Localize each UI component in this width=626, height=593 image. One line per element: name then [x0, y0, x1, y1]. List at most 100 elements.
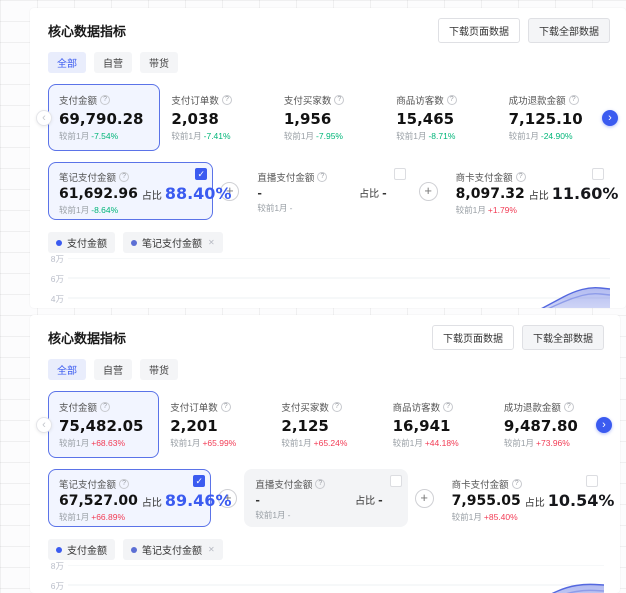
- legend-item-pay-amount[interactable]: 支付金额: [48, 232, 115, 253]
- compare-label: 较前1月: [396, 131, 427, 141]
- legend-item-note-pay-amount[interactable]: 笔记支付金额: [123, 539, 223, 560]
- panel-header: 核心数据指标 下载页面数据 下载全部数据: [48, 18, 610, 43]
- sub-metric-value: -: [257, 186, 262, 200]
- add-metric-button[interactable]: [220, 181, 240, 201]
- tab-affiliate[interactable]: 带货: [140, 359, 178, 380]
- download-all-data-button[interactable]: 下载全部数据: [528, 18, 610, 43]
- info-icon[interactable]: [443, 402, 454, 412]
- legend-label: 支付金额: [67, 239, 107, 250]
- info-icon[interactable]: [446, 95, 457, 105]
- sub-metric-label: 笔记支付金额: [59, 480, 117, 491]
- change-value: -7.95%: [316, 131, 343, 141]
- info-icon[interactable]: [317, 172, 328, 182]
- info-icon[interactable]: [563, 402, 574, 412]
- sub-metric-value: 8,097.32: [455, 186, 525, 202]
- carousel-prev-button[interactable]: [36, 109, 52, 126]
- metric-card-pay-buyers[interactable]: 支付买家数 1,956 较前1月-7.95%: [273, 84, 385, 151]
- y-axis: 8万6万4万2万0: [48, 561, 68, 593]
- info-icon[interactable]: [221, 95, 232, 105]
- info-icon[interactable]: [100, 95, 111, 105]
- tab-self-operated[interactable]: 自营: [94, 359, 132, 380]
- y-tick-label: 6万: [50, 274, 64, 284]
- compare-label: 较前1月: [170, 438, 201, 448]
- info-icon[interactable]: [511, 479, 522, 489]
- metric-value: 2,201: [170, 417, 218, 435]
- sub-metric-value: 67,527.00: [59, 493, 138, 509]
- info-icon[interactable]: [331, 402, 342, 412]
- checkbox[interactable]: [195, 168, 208, 180]
- sub-card-live-pay-amount[interactable]: 直播支付金额 - 占比- 较前1月-: [244, 469, 408, 527]
- legend-item-pay-amount[interactable]: 支付金额: [48, 539, 115, 560]
- change-value: -: [289, 203, 293, 213]
- change-value: +65.99%: [202, 438, 237, 448]
- info-icon[interactable]: [100, 402, 111, 412]
- carousel-prev-button[interactable]: [36, 416, 52, 433]
- metric-value: 2,038: [171, 110, 219, 128]
- change-value: -: [287, 510, 291, 520]
- change-value: +66.89%: [91, 512, 126, 522]
- info-icon[interactable]: [220, 402, 231, 412]
- metric-card-product-visitors[interactable]: 商品访客数 15,465 较前1月-8.71%: [385, 84, 497, 151]
- checkbox[interactable]: [389, 475, 402, 487]
- remove-legend-icon[interactable]: [208, 545, 215, 554]
- tab-all[interactable]: 全部: [48, 52, 86, 73]
- download-page-data-button[interactable]: 下载页面数据: [432, 325, 514, 350]
- info-icon[interactable]: [334, 95, 345, 105]
- legend-dot-icon: [131, 239, 137, 246]
- info-icon[interactable]: [119, 172, 130, 182]
- change-value: -8.71%: [428, 131, 456, 141]
- metric-card-pay-orders[interactable]: 支付订单数 2,201 较前1月+65.99%: [159, 391, 270, 458]
- sub-card-live-pay-amount[interactable]: 直播支付金额 - 占比- 较前1月-: [246, 162, 411, 220]
- legend-item-note-pay-amount[interactable]: 笔记支付金额: [123, 232, 223, 253]
- metric-card-pay-orders[interactable]: 支付订单数 2,038 较前1月-7.41%: [160, 84, 272, 151]
- info-icon[interactable]: [515, 172, 526, 182]
- add-metric-button[interactable]: [414, 488, 434, 508]
- add-metric-button[interactable]: [418, 181, 438, 201]
- metric-card-pay-amount[interactable]: 支付金额 69,790.28 较前1月-7.54%: [48, 84, 161, 151]
- change-value: +73.96%: [536, 438, 570, 448]
- panel-header: 核心数据指标 下载页面数据 下载全部数据: [48, 325, 604, 350]
- carousel-next-button[interactable]: [602, 109, 618, 126]
- compare-label: 较前1月: [508, 131, 539, 141]
- tab-all[interactable]: 全部: [48, 359, 86, 380]
- compare-label: 较前1月: [59, 205, 90, 215]
- compare-label: 较前1月: [455, 205, 486, 215]
- carousel-next-button[interactable]: [596, 416, 612, 433]
- change-value: -24.90%: [540, 131, 573, 141]
- metric-card-pay-amount[interactable]: 支付金额 75,482.05 较前1月+68.63%: [48, 391, 160, 458]
- metric-label: 支付买家数: [283, 96, 332, 107]
- download-all-data-button[interactable]: 下载全部数据: [522, 325, 604, 350]
- compare-label: 较前1月: [59, 512, 90, 522]
- metric-value: 7,125.10: [508, 110, 583, 128]
- tab-affiliate[interactable]: 带货: [140, 52, 178, 73]
- tab-self-operated[interactable]: 自营: [94, 52, 132, 73]
- checkbox[interactable]: [193, 475, 206, 487]
- metric-card-refund-amount[interactable]: 成功退款金额 9,487.80 较前1月+73.96%: [493, 391, 604, 458]
- checkbox[interactable]: [591, 168, 604, 180]
- ratio-label: 占比: [524, 498, 545, 509]
- info-icon[interactable]: [315, 479, 326, 489]
- add-metric-button[interactable]: [218, 488, 238, 508]
- metric-card-product-visitors[interactable]: 商品访客数 16,941 较前1月+44.18%: [382, 391, 493, 458]
- metric-value: 1,956: [283, 110, 332, 128]
- legend-label: 笔记支付金额: [142, 546, 202, 557]
- compare-label: 较前1月: [503, 438, 535, 448]
- download-page-data-button[interactable]: 下载页面数据: [438, 18, 520, 43]
- compare-label: 较前1月: [257, 203, 288, 213]
- remove-legend-icon[interactable]: [208, 238, 215, 247]
- info-icon[interactable]: [568, 95, 579, 105]
- ratio-label: 占比: [141, 498, 162, 509]
- metric-card-pay-buyers[interactable]: 支付买家数 2,125 较前1月+65.24%: [270, 391, 381, 458]
- info-icon[interactable]: [119, 479, 130, 489]
- change-value: +1.79%: [487, 205, 517, 215]
- checkbox[interactable]: [585, 475, 598, 487]
- checkbox[interactable]: [393, 168, 406, 180]
- metric-card-refund-amount[interactable]: 成功退款金额 7,125.10 较前1月-24.90%: [498, 84, 610, 151]
- metric-value: 75,482.05: [59, 417, 144, 435]
- legend-dot-icon: [56, 546, 62, 553]
